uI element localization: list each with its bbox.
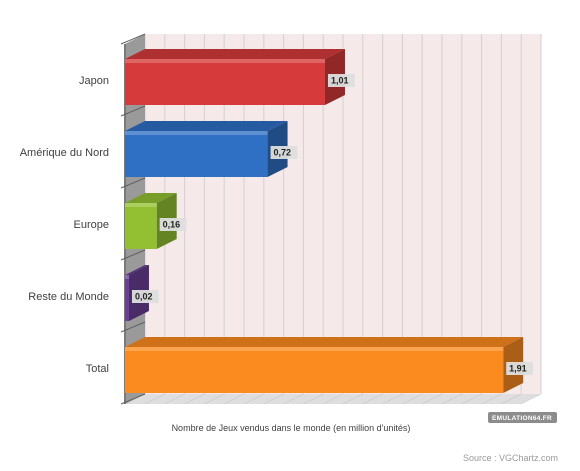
bar bbox=[125, 121, 288, 177]
bar-top-face bbox=[125, 193, 177, 203]
watermark-logo: EMULATION64.FR bbox=[488, 412, 557, 423]
floor-gridline bbox=[342, 393, 363, 405]
data-label: 0,72 bbox=[274, 148, 292, 158]
floor-gridline bbox=[164, 393, 185, 405]
bar-highlight bbox=[125, 203, 157, 207]
category-tick bbox=[120, 393, 146, 405]
category-label: Total bbox=[86, 363, 109, 375]
floor-gridline bbox=[144, 393, 165, 405]
floor-gridline bbox=[461, 393, 482, 405]
category-label: Japon bbox=[79, 75, 109, 87]
data-label-box bbox=[506, 362, 533, 375]
bar bbox=[125, 193, 177, 249]
floor-gridline bbox=[184, 393, 205, 405]
floor-gridline bbox=[204, 393, 225, 405]
category-tick bbox=[120, 321, 146, 333]
labels: Japon 1,01 Amérique du Nord 0,72 Europe 0,16 R… bbox=[20, 74, 533, 375]
floor-gridline bbox=[263, 393, 284, 405]
data-label: 1,01 bbox=[331, 76, 349, 86]
bar-highlight bbox=[125, 131, 268, 135]
floor-gridline bbox=[303, 393, 324, 405]
bar-top-face bbox=[125, 49, 345, 59]
bar-front-face bbox=[125, 203, 157, 249]
category-tick bbox=[120, 249, 146, 261]
floor-gridline bbox=[441, 393, 462, 405]
category-label: Europe bbox=[74, 219, 109, 231]
floor-gridline bbox=[402, 393, 423, 405]
floor-gridline bbox=[362, 393, 383, 405]
bar-top-face bbox=[125, 121, 288, 131]
source-text: Source : VGChartz.com bbox=[463, 453, 558, 463]
category-label: Amérique du Nord bbox=[20, 147, 109, 159]
bar-highlight bbox=[125, 275, 129, 279]
data-label-box bbox=[159, 218, 187, 231]
bar-front-face bbox=[125, 347, 504, 393]
x-axis-title: Nombre de Jeux vendus dans le monde (en … bbox=[172, 423, 411, 433]
category-tick bbox=[120, 105, 146, 117]
bar-front-face bbox=[125, 131, 268, 177]
data-label-box bbox=[327, 74, 355, 87]
floor-gridline bbox=[520, 393, 542, 405]
data-label-box bbox=[131, 290, 159, 303]
floor-gridline bbox=[481, 393, 502, 405]
floor-gridline bbox=[382, 393, 403, 405]
floor-gridline bbox=[322, 393, 344, 405]
bar bbox=[125, 49, 345, 105]
plot-floor bbox=[125, 394, 541, 404]
bar-highlight bbox=[125, 59, 325, 63]
floor-gridline bbox=[243, 393, 264, 405]
bar bbox=[125, 337, 524, 393]
bar-highlight bbox=[125, 347, 504, 351]
data-label: 0,02 bbox=[135, 292, 153, 302]
data-label: 1,91 bbox=[509, 364, 527, 374]
category-tick bbox=[120, 33, 146, 45]
category-label: Reste du Monde bbox=[28, 291, 109, 303]
bar-front-face bbox=[125, 59, 325, 105]
svg-text:EMULATION64.FR: EMULATION64.FR bbox=[492, 415, 552, 422]
bar-front-face bbox=[125, 275, 129, 321]
data-label: 0,16 bbox=[163, 220, 181, 230]
bar-top-face bbox=[125, 337, 524, 347]
floor-gridline bbox=[283, 393, 304, 405]
floor-gridline bbox=[223, 393, 245, 405]
floor-gridline bbox=[501, 393, 522, 405]
floor-gridline bbox=[421, 393, 443, 405]
bar-top-face bbox=[125, 265, 149, 275]
data-label-box bbox=[270, 146, 298, 159]
category-tick bbox=[120, 177, 146, 189]
